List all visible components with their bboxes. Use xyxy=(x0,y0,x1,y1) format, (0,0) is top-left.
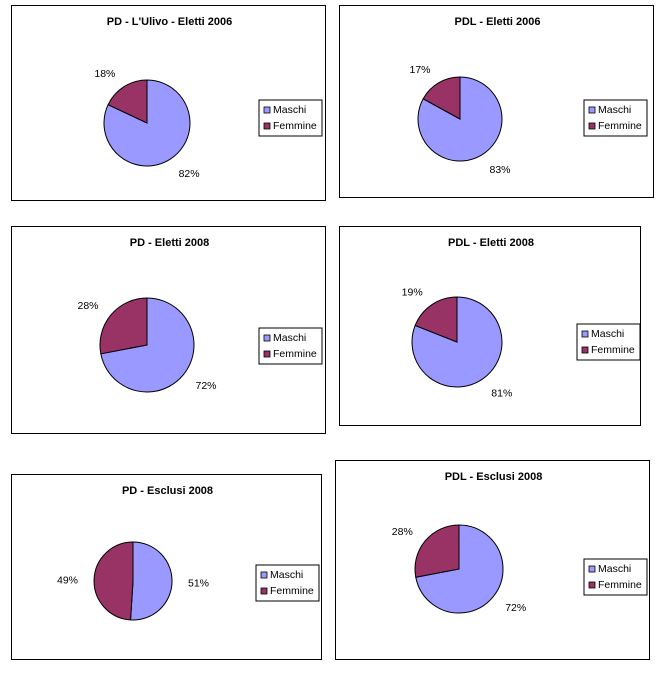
legend-label: Maschi xyxy=(598,563,631,575)
pie-slice-femmine xyxy=(93,541,134,621)
pie-chart: PDL - Esclusi 2008 72% 28% Maschi Femmine xyxy=(392,471,648,614)
data-label: 28% xyxy=(392,526,413,538)
chart-title: PDL - Eletti 2006 xyxy=(455,16,541,28)
pie-chart: PDL - Eletti 2006 83% 17% Maschi Femmine xyxy=(409,16,648,176)
chart-panel: PD - L'Ulivo - Eletti 2006 82% 18% Maschi Fe… xyxy=(11,5,326,201)
pie-slice-maschi xyxy=(411,296,503,388)
chart-title: PD - Esclusi 2008 xyxy=(122,485,213,497)
legend: Maschi Femmine xyxy=(258,327,323,365)
data-label: 28% xyxy=(77,300,98,312)
data-label: 18% xyxy=(94,68,115,80)
data-label: 81% xyxy=(491,388,512,400)
legend-swatch-femmine xyxy=(260,587,268,595)
legend-swatch-femmine xyxy=(588,581,596,589)
legend-swatch-maschi xyxy=(263,334,271,342)
legend: Maschi Femmine xyxy=(583,99,648,137)
pie-chart: PD - Eletti 2008 72% 28% Maschi Femmine xyxy=(77,237,323,393)
legend-label: Femmine xyxy=(270,585,314,597)
chart-title: PD - Eletti 2008 xyxy=(130,237,209,249)
legend-swatch-femmine xyxy=(263,122,271,130)
legend-label: Femmine xyxy=(273,120,317,132)
legend-label: Femmine xyxy=(591,344,635,356)
legend-swatch-maschi xyxy=(581,330,589,338)
chart-panel: PD - Esclusi 2008 51% 49% Maschi Femmine xyxy=(11,474,322,660)
data-label: 19% xyxy=(402,287,423,299)
chart-panel: PDL - Eletti 2008 81% 19% Maschi Femmine xyxy=(339,226,641,426)
legend-box xyxy=(583,99,648,137)
pie-slice-maschi xyxy=(130,541,173,621)
legend-swatch-maschi xyxy=(260,571,268,579)
pie-slice-femmine xyxy=(107,79,148,124)
legend-box xyxy=(258,99,323,137)
data-label: 51% xyxy=(188,578,209,590)
legend-swatch-femmine xyxy=(588,122,596,130)
chart-title: PD - L'Ulivo - Eletti 2006 xyxy=(107,16,232,28)
chart-panel: PDL - Eletti 2006 83% 17% Maschi Femmine xyxy=(339,5,654,198)
pie-slice-femmine xyxy=(422,76,461,120)
legend-label: Femmine xyxy=(598,120,642,132)
legend-box xyxy=(576,323,641,361)
data-label: 49% xyxy=(57,574,78,586)
legend-box xyxy=(255,564,320,602)
legend-label: Maschi xyxy=(273,332,306,344)
legend-swatch-maschi xyxy=(588,106,596,114)
legend-label: Maschi xyxy=(273,104,306,116)
pie-chart: PD - Esclusi 2008 51% 49% Maschi Femmine xyxy=(57,485,320,621)
legend-label: Femmine xyxy=(273,348,317,360)
legend-box xyxy=(583,558,648,596)
pie-slice-maschi xyxy=(417,76,503,162)
legend-box xyxy=(258,327,323,365)
legend: Maschi Femmine xyxy=(576,323,641,361)
legend-swatch-femmine xyxy=(263,350,271,358)
chart-panel: PD - Eletti 2008 72% 28% Maschi Femmine xyxy=(11,226,326,434)
chart-title: PDL - Eletti 2008 xyxy=(448,237,534,249)
pie-slice-femmine xyxy=(414,296,458,343)
legend-label: Femmine xyxy=(598,579,642,591)
legend: Maschi Femmine xyxy=(258,99,323,137)
data-label: 83% xyxy=(490,164,511,176)
chart-panel: PDL - Esclusi 2008 72% 28% Maschi Femmine xyxy=(335,460,650,660)
legend-label: Maschi xyxy=(591,328,624,340)
data-label: 72% xyxy=(505,602,526,614)
legend-swatch-maschi xyxy=(588,565,596,573)
legend: Maschi Femmine xyxy=(255,564,320,602)
legend-label: Maschi xyxy=(598,104,631,116)
pie-slice-femmine xyxy=(99,297,148,355)
data-label: 17% xyxy=(409,64,430,76)
legend-swatch-maschi xyxy=(263,106,271,114)
pie-slice-femmine xyxy=(414,524,460,578)
legend-label: Maschi xyxy=(270,569,303,581)
data-label: 72% xyxy=(196,380,217,392)
pie-chart: PDL - Eletti 2008 81% 19% Maschi Femmine xyxy=(402,237,641,400)
legend-swatch-femmine xyxy=(581,346,589,354)
legend: Maschi Femmine xyxy=(583,558,648,596)
pie-chart: PD - L'Ulivo - Eletti 2006 82% 18% Maschi Fe… xyxy=(94,16,323,180)
data-label: 82% xyxy=(179,168,200,180)
chart-title: PDL - Esclusi 2008 xyxy=(445,471,543,483)
